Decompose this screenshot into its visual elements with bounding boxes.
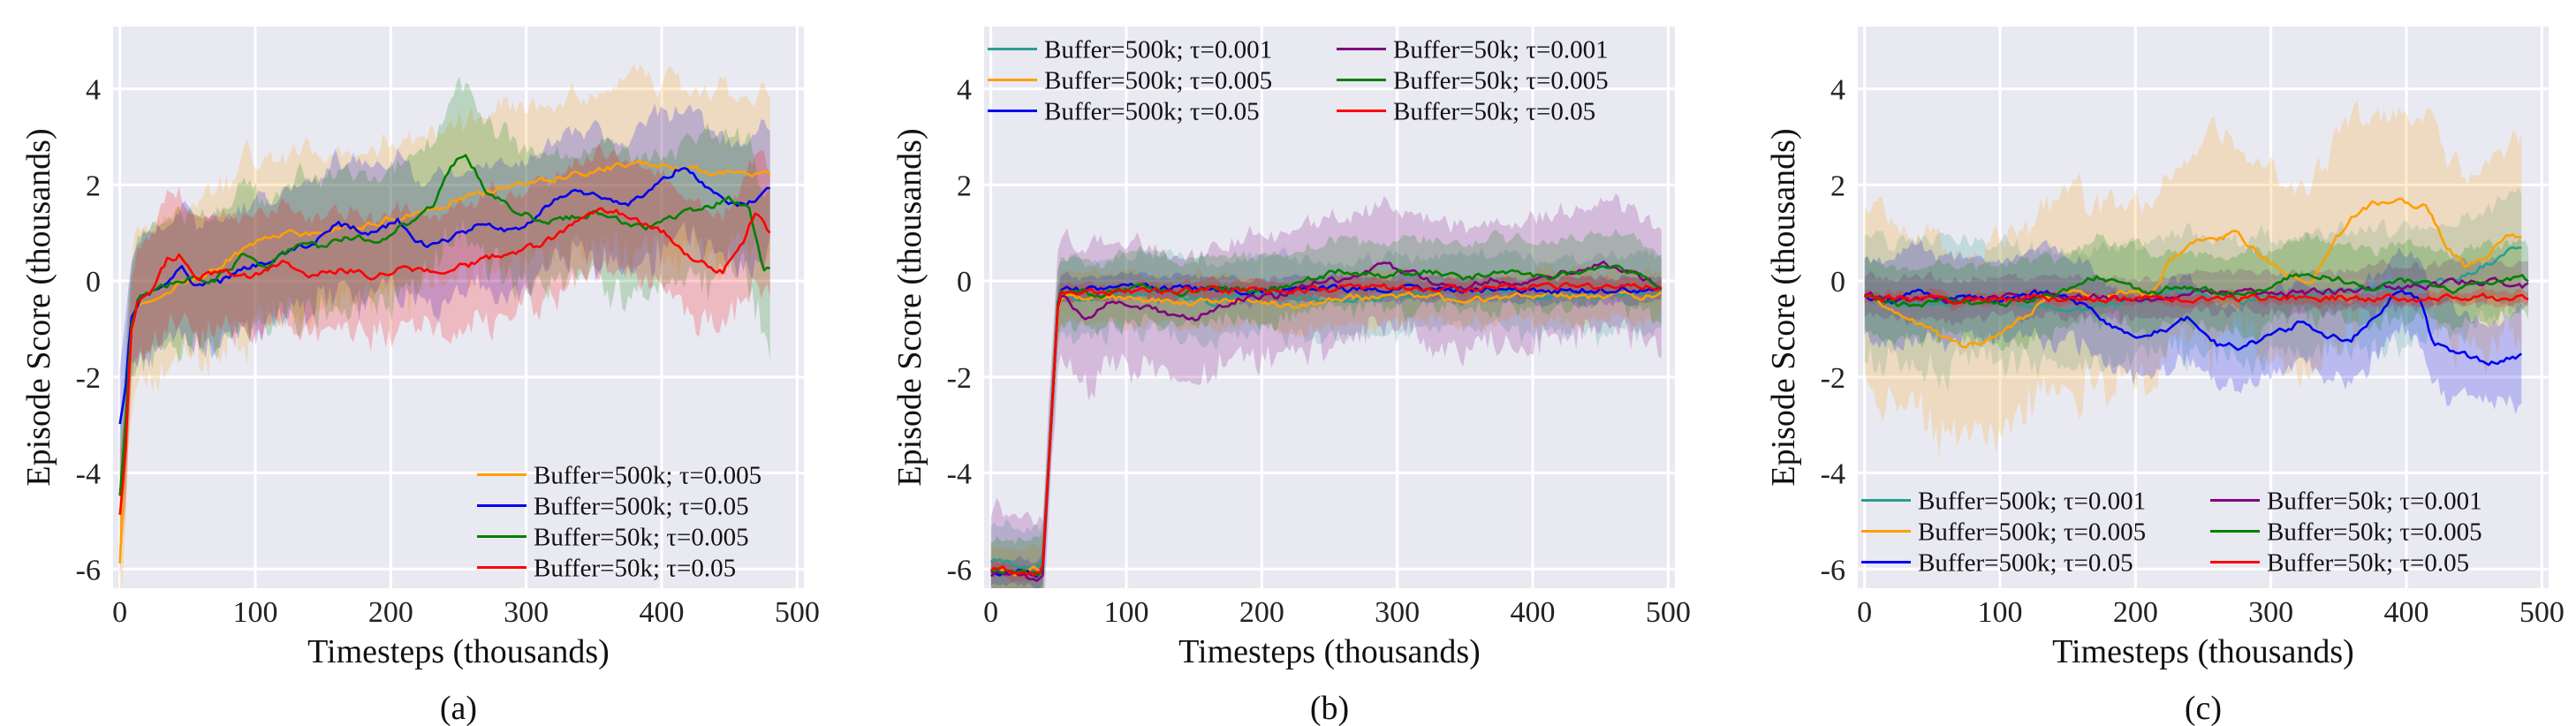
y-tick-label: -4 — [947, 458, 972, 491]
plot-area — [984, 26, 1675, 588]
confidence-band-2 — [119, 76, 770, 552]
legend-entry: Buffer=500k; τ=0.001 — [1918, 488, 2146, 516]
y-axis-label: Episode Score (thousands) — [20, 128, 57, 486]
panel-label: (c) — [2185, 690, 2222, 726]
legend-entry: Buffer=500k; τ=0.005 — [1044, 67, 1272, 95]
x-tick-label: 300 — [2248, 596, 2293, 629]
legend-entry: Buffer=500k; τ=0.05 — [1918, 549, 2133, 578]
legend-entry: Buffer=500k; τ=0.05 — [1044, 98, 1260, 126]
x-tick-label: 100 — [1978, 596, 2023, 629]
series-line-4 — [1864, 273, 2529, 308]
legend-entry: Buffer=50k; τ=0.05 — [534, 555, 736, 583]
series-line-3 — [118, 207, 771, 516]
x-tick-label: 200 — [1239, 596, 1284, 629]
x-tick-label: 100 — [233, 596, 278, 629]
series-line-1 — [1864, 197, 2522, 349]
x-tick-label: 0 — [112, 596, 127, 629]
y-tick-label: -4 — [76, 458, 101, 491]
plot-series — [1863, 100, 2529, 460]
y-tick-label: -6 — [76, 554, 101, 586]
legend: Buffer=500k; τ=0.001 Buffer=500k; τ=0.005… — [988, 36, 1609, 126]
series-line-5 — [1863, 292, 2529, 306]
legend: Buffer=500k; τ=0.005 Buffer=500k; τ=0.05 B… — [477, 462, 761, 583]
y-tick-label: 4 — [957, 74, 972, 107]
y-tick-label: -4 — [1821, 458, 1845, 491]
y-tick-label: -6 — [1821, 554, 1845, 586]
y-axis-label: Episode Score (thousands) — [891, 128, 928, 486]
y-tick-label: 4 — [86, 74, 101, 107]
chart-panel-c: 0 100 200 300 400 500 -6 -4 -2 0 2 4 Timesteps (thou… — [1765, 26, 2565, 726]
y-tick-label: 2 — [1830, 170, 1845, 202]
y-axis-label: Episode Score (thousands) — [1765, 128, 1802, 486]
legend-entry: Buffer=50k; τ=0.001 — [2267, 488, 2482, 516]
x-tick-label: 0 — [1857, 596, 1872, 629]
y-tick-label: 0 — [957, 266, 972, 299]
chart-panel-b: 0 100 200 300 400 500 -6 -4 -2 0 2 4 Timesteps (thou… — [891, 26, 1691, 726]
y-tick-label: -6 — [947, 554, 972, 586]
y-tick-label: 0 — [1830, 266, 1845, 299]
y-tick-label: 4 — [1830, 74, 1845, 107]
series-line-3 — [990, 260, 1662, 582]
series-line-3 — [1864, 276, 2529, 305]
series-line-2 — [118, 154, 770, 496]
y-tick-label: -2 — [947, 362, 972, 395]
series-line-4 — [990, 264, 1662, 577]
x-tick-label: 400 — [640, 596, 685, 629]
x-tick-label: 200 — [2113, 596, 2158, 629]
series-line-1 — [118, 167, 770, 425]
x-tick-label: 400 — [1511, 596, 1556, 629]
x-tick-label: 100 — [1104, 596, 1149, 629]
series-line-5 — [989, 282, 1663, 577]
legend-entry: Buffer=500k; τ=0.05 — [534, 493, 749, 521]
x-tick-label: 0 — [983, 596, 998, 629]
series-line-2 — [1863, 288, 2523, 367]
y-tick-label: 2 — [957, 170, 972, 202]
legend-entry: Buffer=50k; τ=0.05 — [1393, 98, 1595, 126]
panel-label: (a) — [440, 690, 477, 726]
x-tick-label: 300 — [1375, 596, 1420, 629]
confidence-band-1 — [1864, 100, 2522, 460]
confidence-band-0 — [119, 63, 770, 588]
legend-entry: Buffer=50k; τ=0.005 — [1393, 67, 1609, 95]
x-axis-label: Timesteps (thousands) — [1178, 633, 1481, 670]
legend-entry: Buffer=50k; τ=0.005 — [534, 524, 749, 552]
plot-area — [113, 26, 804, 588]
x-tick-label: 300 — [504, 596, 549, 629]
x-tick-label: 500 — [775, 596, 820, 629]
legend-entry: Buffer=500k; τ=0.001 — [1044, 36, 1272, 64]
legend-entry: Buffer=500k; τ=0.005 — [1918, 518, 2146, 547]
legend-entry: Buffer=50k; τ=0.005 — [2267, 518, 2482, 547]
x-tick-label: 500 — [2519, 596, 2565, 629]
legend-entry: Buffer=50k; τ=0.001 — [1393, 36, 1609, 64]
plot-series — [989, 193, 1663, 588]
chart-panel-a: 0 100 200 300 400 500 -6 -4 -2 0 2 4 Timesteps (thou… — [20, 26, 820, 726]
confidence-band-0 — [990, 246, 1662, 588]
plot-area — [1858, 26, 2549, 588]
x-tick-label: 500 — [1646, 596, 1691, 629]
y-tick-label: 0 — [86, 266, 101, 299]
x-axis-label: Timesteps (thousands) — [307, 633, 610, 670]
series-line-0 — [118, 160, 771, 564]
legend-entry: Buffer=500k; τ=0.005 — [534, 462, 761, 490]
confidence-band-2 — [1864, 239, 2522, 415]
y-tick-label: -2 — [1821, 362, 1845, 395]
y-tick-label: 2 — [86, 170, 101, 202]
x-tick-label: 400 — [2384, 596, 2429, 629]
x-axis-label: Timesteps (thousands) — [2052, 633, 2354, 670]
confidence-band-4 — [990, 229, 1662, 588]
legend-entry: Buffer=50k; τ=0.05 — [2267, 549, 2469, 578]
x-tick-label: 200 — [368, 596, 413, 629]
panel-label: (b) — [1310, 690, 1349, 726]
y-tick-label: -2 — [76, 362, 101, 395]
plot-series — [118, 63, 771, 588]
